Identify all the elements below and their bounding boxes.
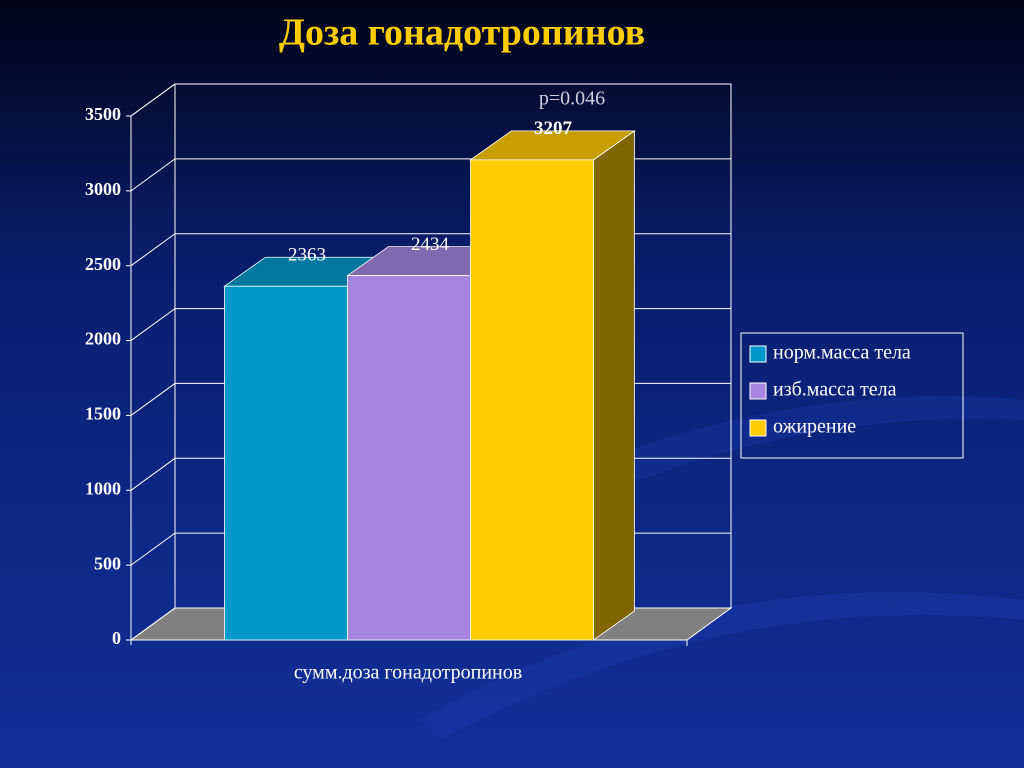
- legend-swatch: [749, 382, 767, 400]
- bar-side: [593, 130, 635, 641]
- y-tick-label: 3500: [85, 104, 121, 124]
- y-tick-label: 500: [94, 553, 121, 573]
- y-tick-label: 1500: [85, 404, 121, 424]
- legend-swatch: [749, 419, 767, 437]
- bar: [470, 159, 594, 641]
- y-tick-label: 3000: [85, 179, 121, 199]
- value-label: 3207: [534, 118, 573, 139]
- x-tick-label: сумм.доза гонадотропинов: [294, 662, 522, 684]
- decor-swoosh: [600, 396, 1024, 480]
- y-tick-label: 2500: [85, 254, 121, 274]
- bar: [347, 275, 471, 641]
- legend-label: ожирение: [773, 416, 856, 438]
- decor-swoosh: [420, 592, 1024, 740]
- annotation: p=0.046: [539, 87, 605, 109]
- y-tick-label: 2000: [85, 329, 121, 349]
- legend-box: [740, 332, 964, 459]
- grid-line: [130, 83, 731, 117]
- legend-swatch: [749, 345, 767, 363]
- chart-title: Доза гонадотропинов: [279, 12, 645, 54]
- y-tick-label: 1000: [85, 478, 121, 498]
- legend-label: норм.масса тела: [773, 342, 911, 364]
- value-label: 2363: [288, 245, 326, 266]
- y-tick-label: 0: [112, 628, 121, 648]
- bar: [224, 285, 348, 641]
- legend-label: изб.масса тела: [773, 379, 897, 401]
- value-label: 2434: [411, 234, 450, 255]
